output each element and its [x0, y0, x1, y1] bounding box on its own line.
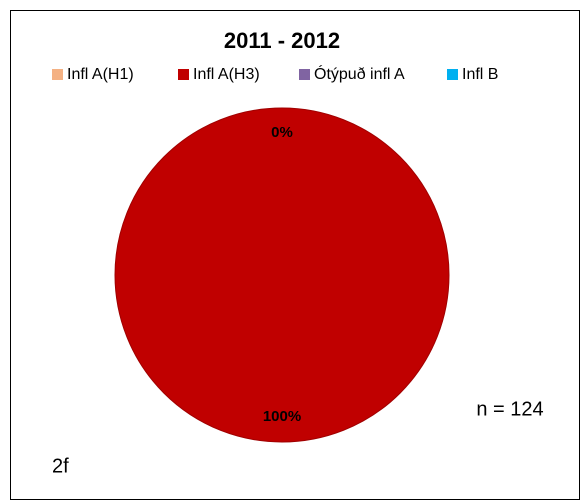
legend-label: Infl A(H3)	[193, 66, 260, 83]
data-label: 0%	[271, 124, 293, 141]
annotation: 2f	[52, 455, 69, 477]
legend-swatch	[52, 69, 63, 80]
legend-label: Infl A(H1)	[67, 66, 134, 83]
legend-label: Infl B	[462, 66, 498, 83]
pie-slice	[115, 108, 449, 442]
annotation: n = 124	[476, 398, 543, 420]
data-label: 100%	[263, 408, 301, 425]
legend-label: Ótýpuð infl A	[314, 64, 405, 83]
legend-swatch	[447, 69, 458, 80]
chart-title: 2011 - 2012	[224, 28, 340, 53]
pie-outline	[114, 107, 450, 443]
legend-swatch	[299, 69, 310, 80]
legend-swatch	[178, 69, 189, 80]
